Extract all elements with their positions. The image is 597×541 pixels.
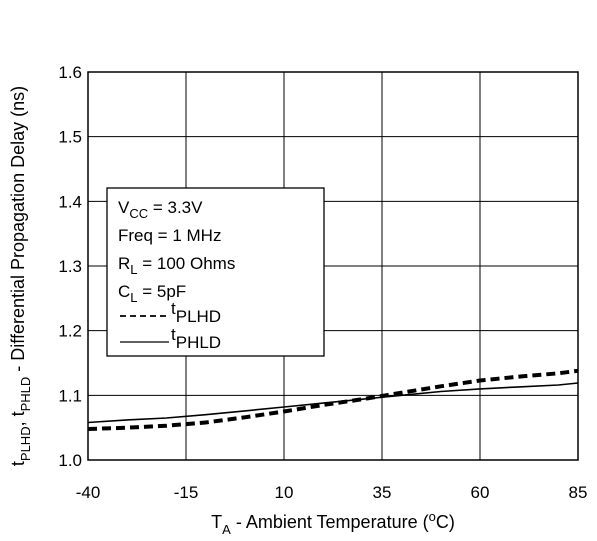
x-title-sub: A xyxy=(222,522,231,537)
y-tick-label: 1.3 xyxy=(58,257,82,276)
x-tick-label: -40 xyxy=(76,483,101,502)
legend-series-label: tPHLD xyxy=(171,325,221,352)
tphld-series-line xyxy=(87,382,579,424)
x-title-main: T xyxy=(211,512,222,532)
x-axis-title: TA - Ambient Temperature (oC) xyxy=(211,509,455,537)
y-title-rest: - Differential Propagation Delay (ns) xyxy=(8,86,28,377)
y-tick-label: 1.2 xyxy=(58,322,82,341)
x-tick-label: 60 xyxy=(471,483,490,502)
x-tick-label: -15 xyxy=(174,483,199,502)
y-title-t1: t xyxy=(8,461,28,466)
x-tick-labels: -40 -15 10 35 60 85 xyxy=(76,483,588,502)
series-layer xyxy=(87,368,579,431)
x-title-end: C) xyxy=(436,512,455,532)
test-conditions: VCC = 3.3V Freq = 1 MHz RL = 100 Ohms CL = … xyxy=(118,198,235,305)
tplhd-series-line xyxy=(87,368,579,431)
y-tick-labels: 1.0 1.1 1.2 1.3 1.4 1.5 1.6 xyxy=(58,63,82,470)
condition-line: VCC = 3.3V xyxy=(118,198,203,221)
condition-line: RL = 100 Ohms xyxy=(118,254,235,277)
y-title-sub2: PHLD xyxy=(18,377,33,412)
x-title-rest: - Ambient Temperature ( xyxy=(231,512,429,532)
y-tick-label: 1.5 xyxy=(58,128,82,147)
y-title-mid: , t xyxy=(8,411,28,426)
x-tick-label: 35 xyxy=(373,483,392,502)
condition-line: CL = 5pF xyxy=(118,282,186,305)
y-title-sub1: PLHD xyxy=(18,426,33,461)
condition-line: Freq = 1 MHz xyxy=(118,226,221,245)
y-tick-label: 1.0 xyxy=(58,451,82,470)
y-tick-label: 1.6 xyxy=(58,63,82,82)
x-title-degree: o xyxy=(429,509,436,524)
legend-box xyxy=(106,187,325,357)
x-tick-label: 10 xyxy=(275,483,294,502)
x-tick-label: 85 xyxy=(569,483,588,502)
plot-frame xyxy=(87,71,579,461)
y-tick-label: 1.1 xyxy=(58,386,82,405)
legend: VCC = 3.3V Freq = 1 MHz RL = 100 Ohms CL = … xyxy=(106,187,325,357)
y-tick-label: 1.4 xyxy=(58,192,82,211)
y-axis-title: tPLHD, tPHLD - Differential Propagation … xyxy=(8,86,33,466)
legend-series-label: tPLHD xyxy=(171,299,221,326)
